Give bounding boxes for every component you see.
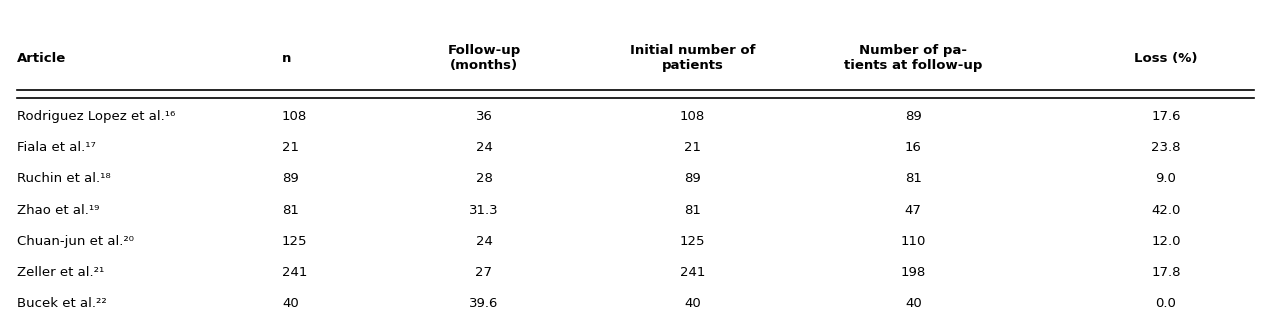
Text: Bucek et al.²²: Bucek et al.²² xyxy=(17,297,107,310)
Text: 81: 81 xyxy=(905,173,921,185)
Text: Zeller et al.²¹: Zeller et al.²¹ xyxy=(17,266,104,279)
Text: 125: 125 xyxy=(680,235,705,248)
Text: Loss (%): Loss (%) xyxy=(1134,52,1197,65)
Text: 21: 21 xyxy=(684,141,700,154)
Text: 89: 89 xyxy=(684,173,700,185)
Text: 40: 40 xyxy=(282,297,299,310)
Text: 28: 28 xyxy=(475,173,492,185)
Text: 16: 16 xyxy=(905,141,921,154)
Text: 241: 241 xyxy=(282,266,308,279)
Text: Initial number of
patients: Initial number of patients xyxy=(629,44,755,72)
Text: 24: 24 xyxy=(475,235,492,248)
Text: Follow-up
(months): Follow-up (months) xyxy=(447,44,521,72)
Text: 47: 47 xyxy=(905,204,921,217)
Text: 17.6: 17.6 xyxy=(1152,110,1181,123)
Text: 0.0: 0.0 xyxy=(1155,297,1176,310)
Text: Article: Article xyxy=(17,52,66,65)
Text: 24: 24 xyxy=(475,141,492,154)
Text: Zhao et al.¹⁹: Zhao et al.¹⁹ xyxy=(17,204,99,217)
Text: 31.3: 31.3 xyxy=(469,204,498,217)
Text: Number of pa-
tients at follow-up: Number of pa- tients at follow-up xyxy=(844,44,982,72)
Text: 42.0: 42.0 xyxy=(1152,204,1181,217)
Text: Rodriguez Lopez et al.¹⁶: Rodriguez Lopez et al.¹⁶ xyxy=(17,110,175,123)
Text: 27: 27 xyxy=(475,266,492,279)
Text: 21: 21 xyxy=(282,141,299,154)
Text: Ruchin et al.¹⁸: Ruchin et al.¹⁸ xyxy=(17,173,111,185)
Text: 23.8: 23.8 xyxy=(1152,141,1181,154)
Text: 110: 110 xyxy=(901,235,927,248)
Text: 81: 81 xyxy=(684,204,700,217)
Text: 40: 40 xyxy=(684,297,700,310)
Text: 108: 108 xyxy=(282,110,308,123)
Text: 241: 241 xyxy=(680,266,705,279)
Text: 108: 108 xyxy=(680,110,705,123)
Text: 125: 125 xyxy=(282,235,308,248)
Text: 17.8: 17.8 xyxy=(1152,266,1181,279)
Text: 12.0: 12.0 xyxy=(1152,235,1181,248)
Text: 9.0: 9.0 xyxy=(1155,173,1176,185)
Text: 36: 36 xyxy=(475,110,492,123)
Text: 89: 89 xyxy=(905,110,921,123)
Text: Chuan-jun et al.²⁰: Chuan-jun et al.²⁰ xyxy=(17,235,133,248)
Text: Fiala et al.¹⁷: Fiala et al.¹⁷ xyxy=(17,141,95,154)
Text: 39.6: 39.6 xyxy=(469,297,498,310)
Text: 81: 81 xyxy=(282,204,299,217)
Text: 89: 89 xyxy=(282,173,299,185)
Text: n: n xyxy=(282,52,291,65)
Text: 40: 40 xyxy=(905,297,921,310)
Text: 198: 198 xyxy=(901,266,925,279)
